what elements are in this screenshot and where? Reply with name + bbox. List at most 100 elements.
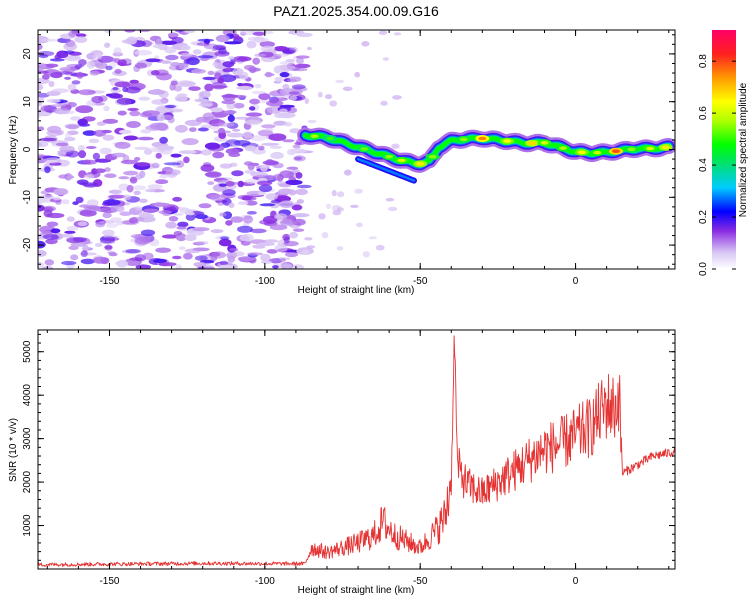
noise-blob — [180, 45, 191, 51]
noise-blob — [231, 170, 244, 177]
noise-blob — [159, 136, 169, 144]
noise-blob — [354, 188, 363, 194]
snr-x-label: Height of straight line (km) — [298, 585, 415, 596]
noise-blob — [219, 163, 232, 169]
noise-blob — [92, 53, 103, 60]
noise-blob — [93, 129, 107, 137]
noise-blob — [165, 54, 179, 61]
noise-blob — [217, 77, 225, 84]
noise-blob — [174, 94, 188, 102]
colorbar-gradient — [712, 30, 736, 269]
noise-blob — [175, 264, 183, 269]
noise-blob — [207, 70, 215, 76]
noise-blob — [134, 205, 143, 211]
noise-blob — [88, 138, 100, 144]
noise-blob — [38, 204, 45, 212]
noise-blob — [219, 212, 227, 217]
noise-blob — [155, 247, 172, 253]
noise-blob — [292, 213, 310, 218]
noise-blob — [68, 245, 79, 250]
noise-blob — [103, 199, 121, 206]
noise-blob — [120, 159, 139, 165]
noise-blob — [101, 229, 115, 236]
noise-blob — [259, 41, 275, 48]
noise-blob — [211, 251, 226, 259]
noise-blob — [217, 202, 224, 206]
noise-blob — [153, 43, 168, 49]
noise-blob — [198, 203, 212, 209]
noise-blob — [361, 41, 370, 47]
noise-blob — [160, 60, 172, 64]
noise-blob — [196, 42, 210, 47]
noise-blob — [68, 30, 77, 38]
noise-blob — [140, 229, 156, 236]
noise-blob — [250, 171, 268, 177]
noise-blob — [153, 258, 167, 264]
noise-blob — [212, 61, 219, 67]
noise-blob — [222, 189, 236, 196]
noise-blob — [257, 242, 276, 247]
noise-blob — [227, 56, 235, 60]
noise-blob — [155, 152, 162, 159]
noise-blob — [246, 211, 257, 215]
noise-blob — [282, 49, 295, 55]
noise-blob — [64, 76, 71, 80]
noise-blob — [70, 254, 79, 261]
y-tick-label: -20 — [22, 237, 33, 252]
noise-blob — [40, 105, 51, 112]
noise-blob — [123, 194, 132, 201]
noise-blob — [38, 51, 55, 57]
noise-blob — [38, 261, 44, 269]
noise-blob — [212, 151, 225, 159]
noise-blob — [133, 190, 141, 195]
noise-blob — [64, 55, 81, 62]
noise-blob — [57, 233, 74, 238]
noise-blob — [181, 138, 199, 146]
noise-blob — [175, 30, 183, 33]
noise-blob — [65, 132, 72, 139]
noise-blob — [38, 126, 45, 131]
noise-blob — [169, 83, 176, 91]
hotspot-core — [577, 150, 586, 155]
noise-blob — [108, 252, 118, 257]
noise-blob — [247, 162, 255, 171]
spectrogram-y-ticks: -20 -10 0 10 20 — [22, 34, 675, 265]
noise-blob — [274, 244, 288, 252]
noise-blob — [279, 219, 298, 226]
noise-blob — [165, 221, 177, 229]
noise-blob — [332, 210, 342, 216]
noise-blob — [144, 149, 151, 155]
hotspot-core — [385, 154, 394, 159]
noise-blob — [272, 265, 279, 269]
noise-blob — [260, 253, 271, 262]
noise-blob — [132, 185, 147, 191]
noise-blob — [329, 100, 338, 107]
noise-blob — [104, 173, 117, 178]
noise-blob — [152, 202, 170, 207]
noise-blob — [95, 62, 108, 69]
hotspot-core — [397, 158, 406, 163]
noise-blob — [247, 252, 264, 256]
noise-blob — [145, 58, 161, 63]
noise-blob — [249, 106, 256, 111]
noise-blob — [178, 81, 196, 87]
noise-blob — [82, 241, 93, 245]
noise-blob — [301, 249, 310, 255]
noise-blob — [306, 245, 316, 249]
noise-blob — [123, 170, 139, 176]
snr-frame — [37, 329, 676, 570]
noise-blob — [275, 53, 289, 57]
noise-blob — [83, 205, 101, 211]
noise-blob — [200, 57, 209, 61]
noise-blob — [114, 81, 131, 88]
noise-blob — [306, 46, 312, 51]
noise-blob — [197, 127, 209, 132]
noise-blob — [64, 50, 75, 54]
noise-blob — [105, 93, 113, 97]
noise-blob — [243, 64, 255, 71]
noise-blob — [113, 47, 122, 55]
noise-blob — [184, 234, 197, 242]
noise-blob — [178, 62, 189, 70]
noise-blob — [38, 140, 49, 148]
